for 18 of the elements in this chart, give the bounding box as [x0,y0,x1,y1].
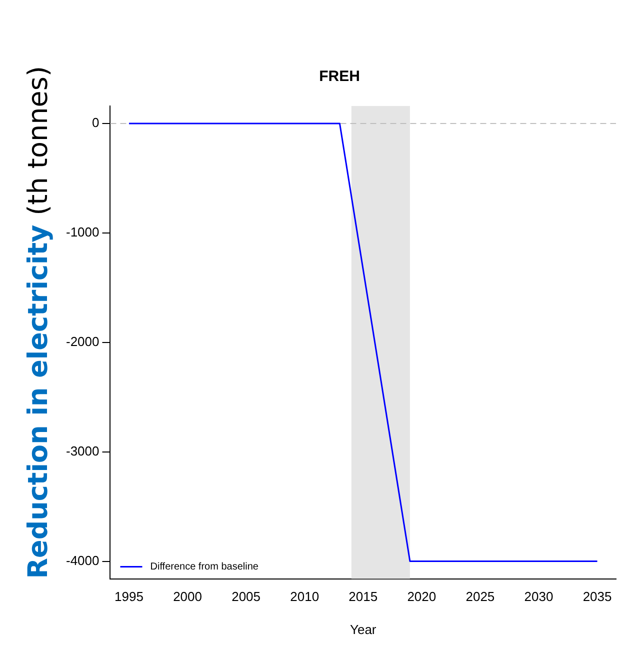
x-tick-label: 2025 [466,589,495,604]
x-tick-label: 2000 [173,589,202,604]
chart-title: FREH [319,68,360,86]
y-tick-label: -2000 [66,334,100,349]
x-tick-label: 2035 [582,589,612,604]
x-tick-label: 2020 [407,589,436,604]
x-tick-label: 2015 [348,589,378,604]
y-tick-label: -4000 [66,552,100,568]
y-tick-label: -1000 [66,224,100,240]
x-tick-label: 2005 [232,589,261,604]
x-tick-label: 1995 [114,589,144,604]
legend-label: Difference from baseline [150,562,259,573]
x-tick-label: 2030 [524,589,554,604]
x-tick-label: 2010 [290,589,320,604]
x-axis-title: Year [350,622,377,637]
y-axis-title: Reduction in electricity (th tonnes) [23,66,54,579]
y-tick-label: 0 [92,115,100,130]
y-tick-label: -3000 [66,443,100,458]
